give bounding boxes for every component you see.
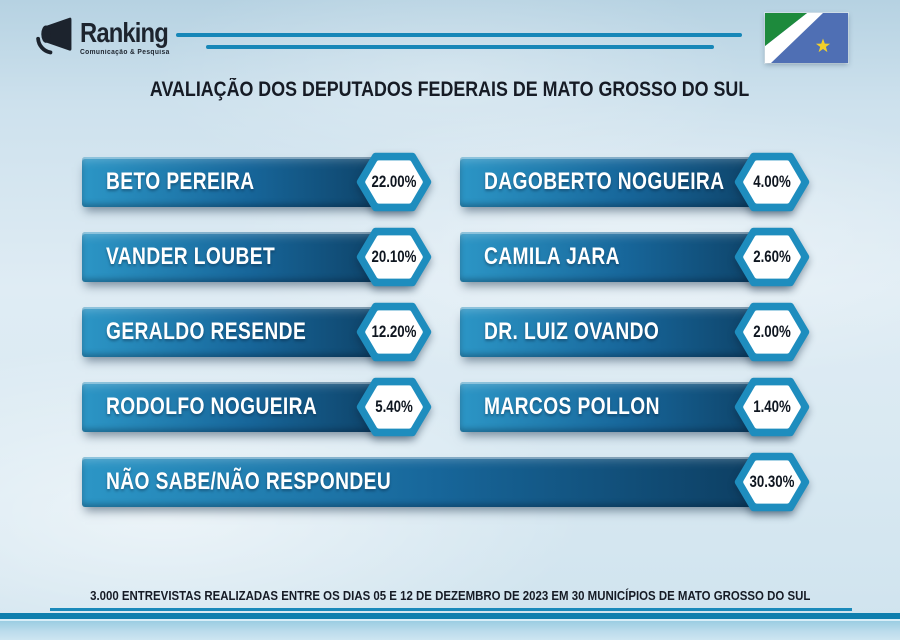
value-badge: 12.20% [354, 300, 434, 364]
survey-methodology-note: 3.000 ENTREVISTAS REALIZADAS ENTRE OS DI… [89, 588, 811, 603]
bar-track: RODOLFO NOGUEIRA [82, 382, 414, 432]
bar-chart: BETO PEREIRA 22.00% DAGOBERTO NOGUEIRA 4… [82, 152, 810, 512]
footer-band [0, 621, 900, 640]
header-decor-line-2 [206, 45, 714, 49]
deputy-name: CAMILA JARA [484, 243, 620, 270]
bar-row-marcos-pollon: MARCOS POLLON 1.40% [460, 377, 810, 437]
value-label: 4.00% [753, 172, 791, 191]
bar-row-beto-pereira: BETO PEREIRA 22.00% [82, 152, 432, 212]
bar-track: NÃO SABE/NÃO RESPONDEU [82, 457, 792, 507]
brand-name: Ranking [80, 17, 169, 48]
value-label: 5.40% [375, 397, 413, 416]
deputy-name: RODOLFO NOGUEIRA [106, 393, 318, 420]
logo-text: Ranking Comunicação & Pesquisa [80, 17, 183, 57]
bar-row-dagoberto-nogueira: DAGOBERTO NOGUEIRA 4.00% [460, 152, 810, 212]
bar-row-dr-luiz-ovando: DR. LUIZ OVANDO 2.00% [460, 302, 810, 362]
bar-row-vander-loubet: VANDER LOUBET 20.10% [82, 227, 432, 287]
value-label: 2.00% [753, 322, 791, 341]
bar-track: BETO PEREIRA [82, 157, 414, 207]
value-badge: 5.40% [354, 375, 434, 439]
bar-row-camila-jara: CAMILA JARA 2.60% [460, 227, 810, 287]
brand-tagline: Comunicação & Pesquisa [80, 49, 170, 56]
bar-row-rodolfo-nogueira: RODOLFO NOGUEIRA 5.40% [82, 377, 432, 437]
footer-stripe [0, 613, 900, 621]
value-label: 1.40% [753, 397, 791, 416]
bar-row-geraldo-resende: GERALDO RESENDE 12.20% [82, 302, 432, 362]
value-badge: 2.60% [732, 225, 812, 289]
value-label: 22.00% [371, 172, 417, 191]
footer-decor-line [50, 608, 852, 611]
value-label: 20.10% [371, 247, 417, 266]
deputy-name: DR. LUIZ OVANDO [484, 318, 660, 345]
mato-grosso-do-sul-flag [765, 13, 848, 63]
value-badge: 30.30% [732, 450, 812, 514]
value-label: 30.30% [749, 472, 795, 491]
value-label: 2.60% [753, 247, 791, 266]
deputy-name: BETO PEREIRA [106, 168, 255, 195]
deputy-name: MARCOS POLLON [484, 393, 660, 420]
value-badge: 1.40% [732, 375, 812, 439]
ranking-logo: Ranking Comunicação & Pesquisa [34, 15, 183, 57]
deputy-name: DAGOBERTO NOGUEIRA [484, 168, 725, 195]
megaphone-icon [34, 15, 76, 57]
deputy-name: GERALDO RESENDE [106, 318, 307, 345]
bar-row-nao-sabe-nao-respondeu: NÃO SABE/NÃO RESPONDEU 30.30% [82, 452, 810, 512]
page-title: AVALIAÇÃO DOS DEPUTADOS FEDERAIS DE MATO… [150, 78, 750, 101]
value-badge: 22.00% [354, 150, 434, 214]
deputy-name: VANDER LOUBET [106, 243, 276, 270]
value-badge: 4.00% [732, 150, 812, 214]
value-badge: 2.00% [732, 300, 812, 364]
value-label: 12.20% [371, 322, 417, 341]
answer-label: NÃO SABE/NÃO RESPONDEU [106, 468, 392, 495]
header-decor-line-1 [176, 33, 742, 37]
value-badge: 20.10% [354, 225, 434, 289]
